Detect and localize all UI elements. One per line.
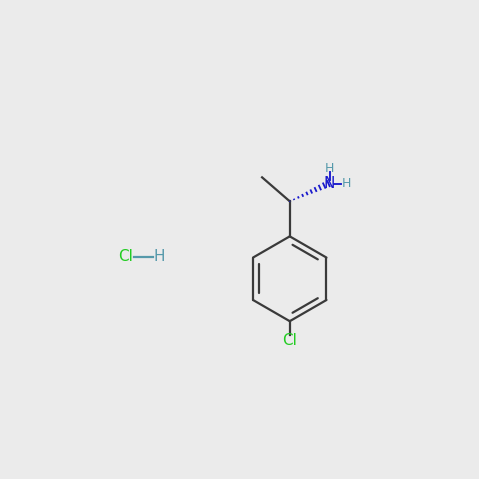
Text: N: N <box>324 176 335 191</box>
Text: H: H <box>325 161 334 175</box>
Text: H: H <box>342 177 351 190</box>
Text: H: H <box>153 249 165 264</box>
Text: Cl: Cl <box>282 333 297 348</box>
Text: Cl: Cl <box>118 249 133 264</box>
